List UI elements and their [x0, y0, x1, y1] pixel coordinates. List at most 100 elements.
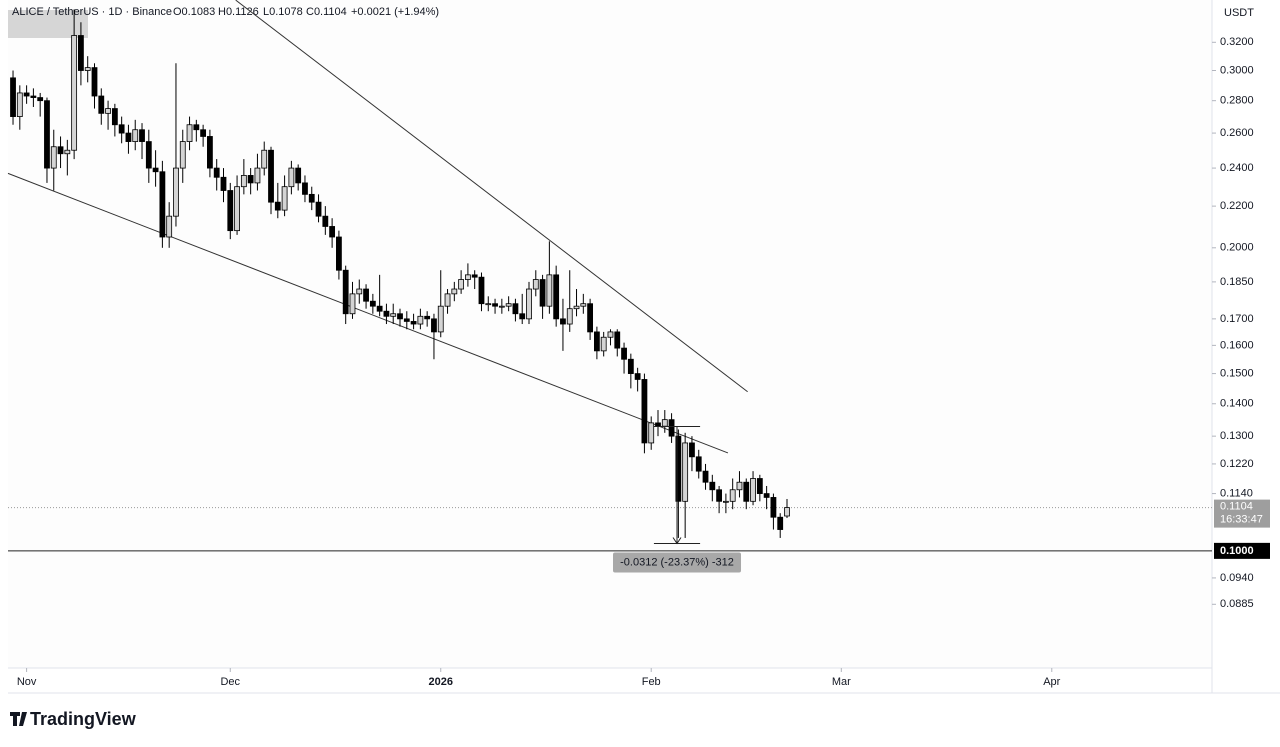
candle-body: [512, 303, 519, 315]
candle-body: [118, 124, 125, 134]
candle-body: [274, 201, 281, 211]
ohlc-open: O0.1083: [173, 6, 215, 18]
y-tick-label: 0.1500: [1220, 367, 1254, 379]
candle-body: [71, 35, 78, 151]
candle-body: [44, 100, 50, 169]
candle-body: [64, 149, 71, 155]
candle-body: [689, 442, 695, 458]
candle-body: [288, 167, 295, 188]
candle-body: [308, 193, 315, 203]
x-tick-label: Apr: [1043, 676, 1060, 688]
measure-arrowhead: [672, 537, 682, 545]
y-tick-label: 0.1600: [1220, 339, 1254, 351]
candle-body: [437, 305, 444, 333]
candle-body: [668, 419, 675, 437]
candle-body: [159, 171, 166, 238]
x-tick-label: Dec: [220, 676, 240, 688]
candle-body: [403, 318, 410, 322]
candle-body: [593, 331, 600, 352]
candle-body: [240, 175, 247, 188]
brand-logo: [10, 712, 27, 726]
candle-body: [566, 308, 573, 325]
candle-body: [695, 456, 702, 472]
trendline: [7, 172, 729, 454]
candle-body: [166, 215, 173, 238]
y-tick-label: 0.2800: [1220, 95, 1254, 107]
x-tick-label: Nov: [17, 676, 37, 688]
symbol: ALICE / TetherUS · 1D · Binance: [12, 6, 172, 18]
candle-body: [607, 331, 614, 338]
measure-label: -0.0312 (-23.37%) -312: [620, 556, 734, 568]
candle-body: [23, 92, 30, 97]
ohlc-high: H0.1126: [218, 6, 259, 18]
candle-body: [553, 274, 560, 320]
candle-body: [634, 373, 641, 380]
level-tag: [1214, 542, 1270, 559]
last-price-label: 0.1104: [1220, 501, 1253, 513]
candle-body: [356, 288, 363, 295]
candle-body: [770, 497, 777, 518]
y-tick-label: 0.0885: [1220, 598, 1254, 610]
candle-body: [98, 95, 105, 114]
candle-body: [50, 146, 57, 169]
candle-body: [78, 35, 84, 71]
candle-body: [417, 315, 424, 325]
candle-body: [471, 274, 478, 278]
last-price-tag: [1214, 499, 1270, 528]
candle-body: [397, 313, 403, 320]
y-tick-label: 0.2400: [1220, 162, 1254, 174]
candle-body: [247, 175, 254, 184]
candle-body: [186, 124, 193, 142]
candle-body: [16, 92, 23, 117]
candle-body: [777, 516, 784, 530]
candle-body: [458, 279, 465, 290]
candle-body: [363, 288, 369, 302]
candle-body: [254, 167, 261, 184]
candle-body: [675, 435, 682, 502]
candle-body: [743, 481, 750, 502]
candle-body: [295, 167, 302, 184]
candle-body: [152, 167, 159, 173]
candle-body: [560, 318, 566, 325]
candle-body: [424, 315, 431, 320]
y-tick-label: 0.1850: [1220, 276, 1254, 288]
candle-body: [132, 129, 139, 142]
candle-body: [465, 274, 471, 280]
candle-body: [478, 276, 485, 305]
candle-body: [193, 124, 200, 131]
candle-body: [390, 313, 397, 317]
candle-body: [369, 300, 376, 307]
candle-body: [179, 141, 186, 169]
candle-body: [763, 493, 770, 498]
candle-body: [756, 478, 763, 494]
candle-body: [573, 305, 580, 310]
y-tick-label: 0.2200: [1220, 200, 1254, 212]
candle-body: [682, 442, 689, 502]
candle-body: [614, 331, 621, 349]
candle-body: [627, 358, 634, 374]
countdown: 16:33:47: [1220, 514, 1263, 526]
candle-body: [342, 269, 349, 315]
candle-body: [234, 186, 240, 232]
candle-body: [621, 347, 627, 360]
x-tick-label: Feb: [642, 676, 661, 688]
x-tick-label: Mar: [832, 676, 851, 688]
candle-body: [444, 293, 451, 307]
candle-body: [349, 293, 356, 315]
candle-body: [200, 129, 207, 137]
candle-body: [729, 489, 736, 502]
ohlc-low: L0.1078: [263, 6, 303, 18]
y-tick-label: 0.3000: [1220, 64, 1254, 76]
candle-body: [322, 215, 329, 227]
candle-body: [302, 182, 308, 195]
candle-body: [213, 167, 220, 178]
candle-body: [784, 507, 790, 517]
ohlc-close: C0.1104: [306, 6, 347, 18]
candle-body: [580, 303, 587, 307]
y-tick-label: 0.1300: [1220, 430, 1254, 442]
y-tick-label: 0.1220: [1220, 458, 1254, 470]
level-label: 0.1000: [1220, 545, 1254, 557]
candle-body: [37, 97, 44, 102]
candle-body: [526, 288, 532, 320]
candle-body: [431, 318, 437, 333]
